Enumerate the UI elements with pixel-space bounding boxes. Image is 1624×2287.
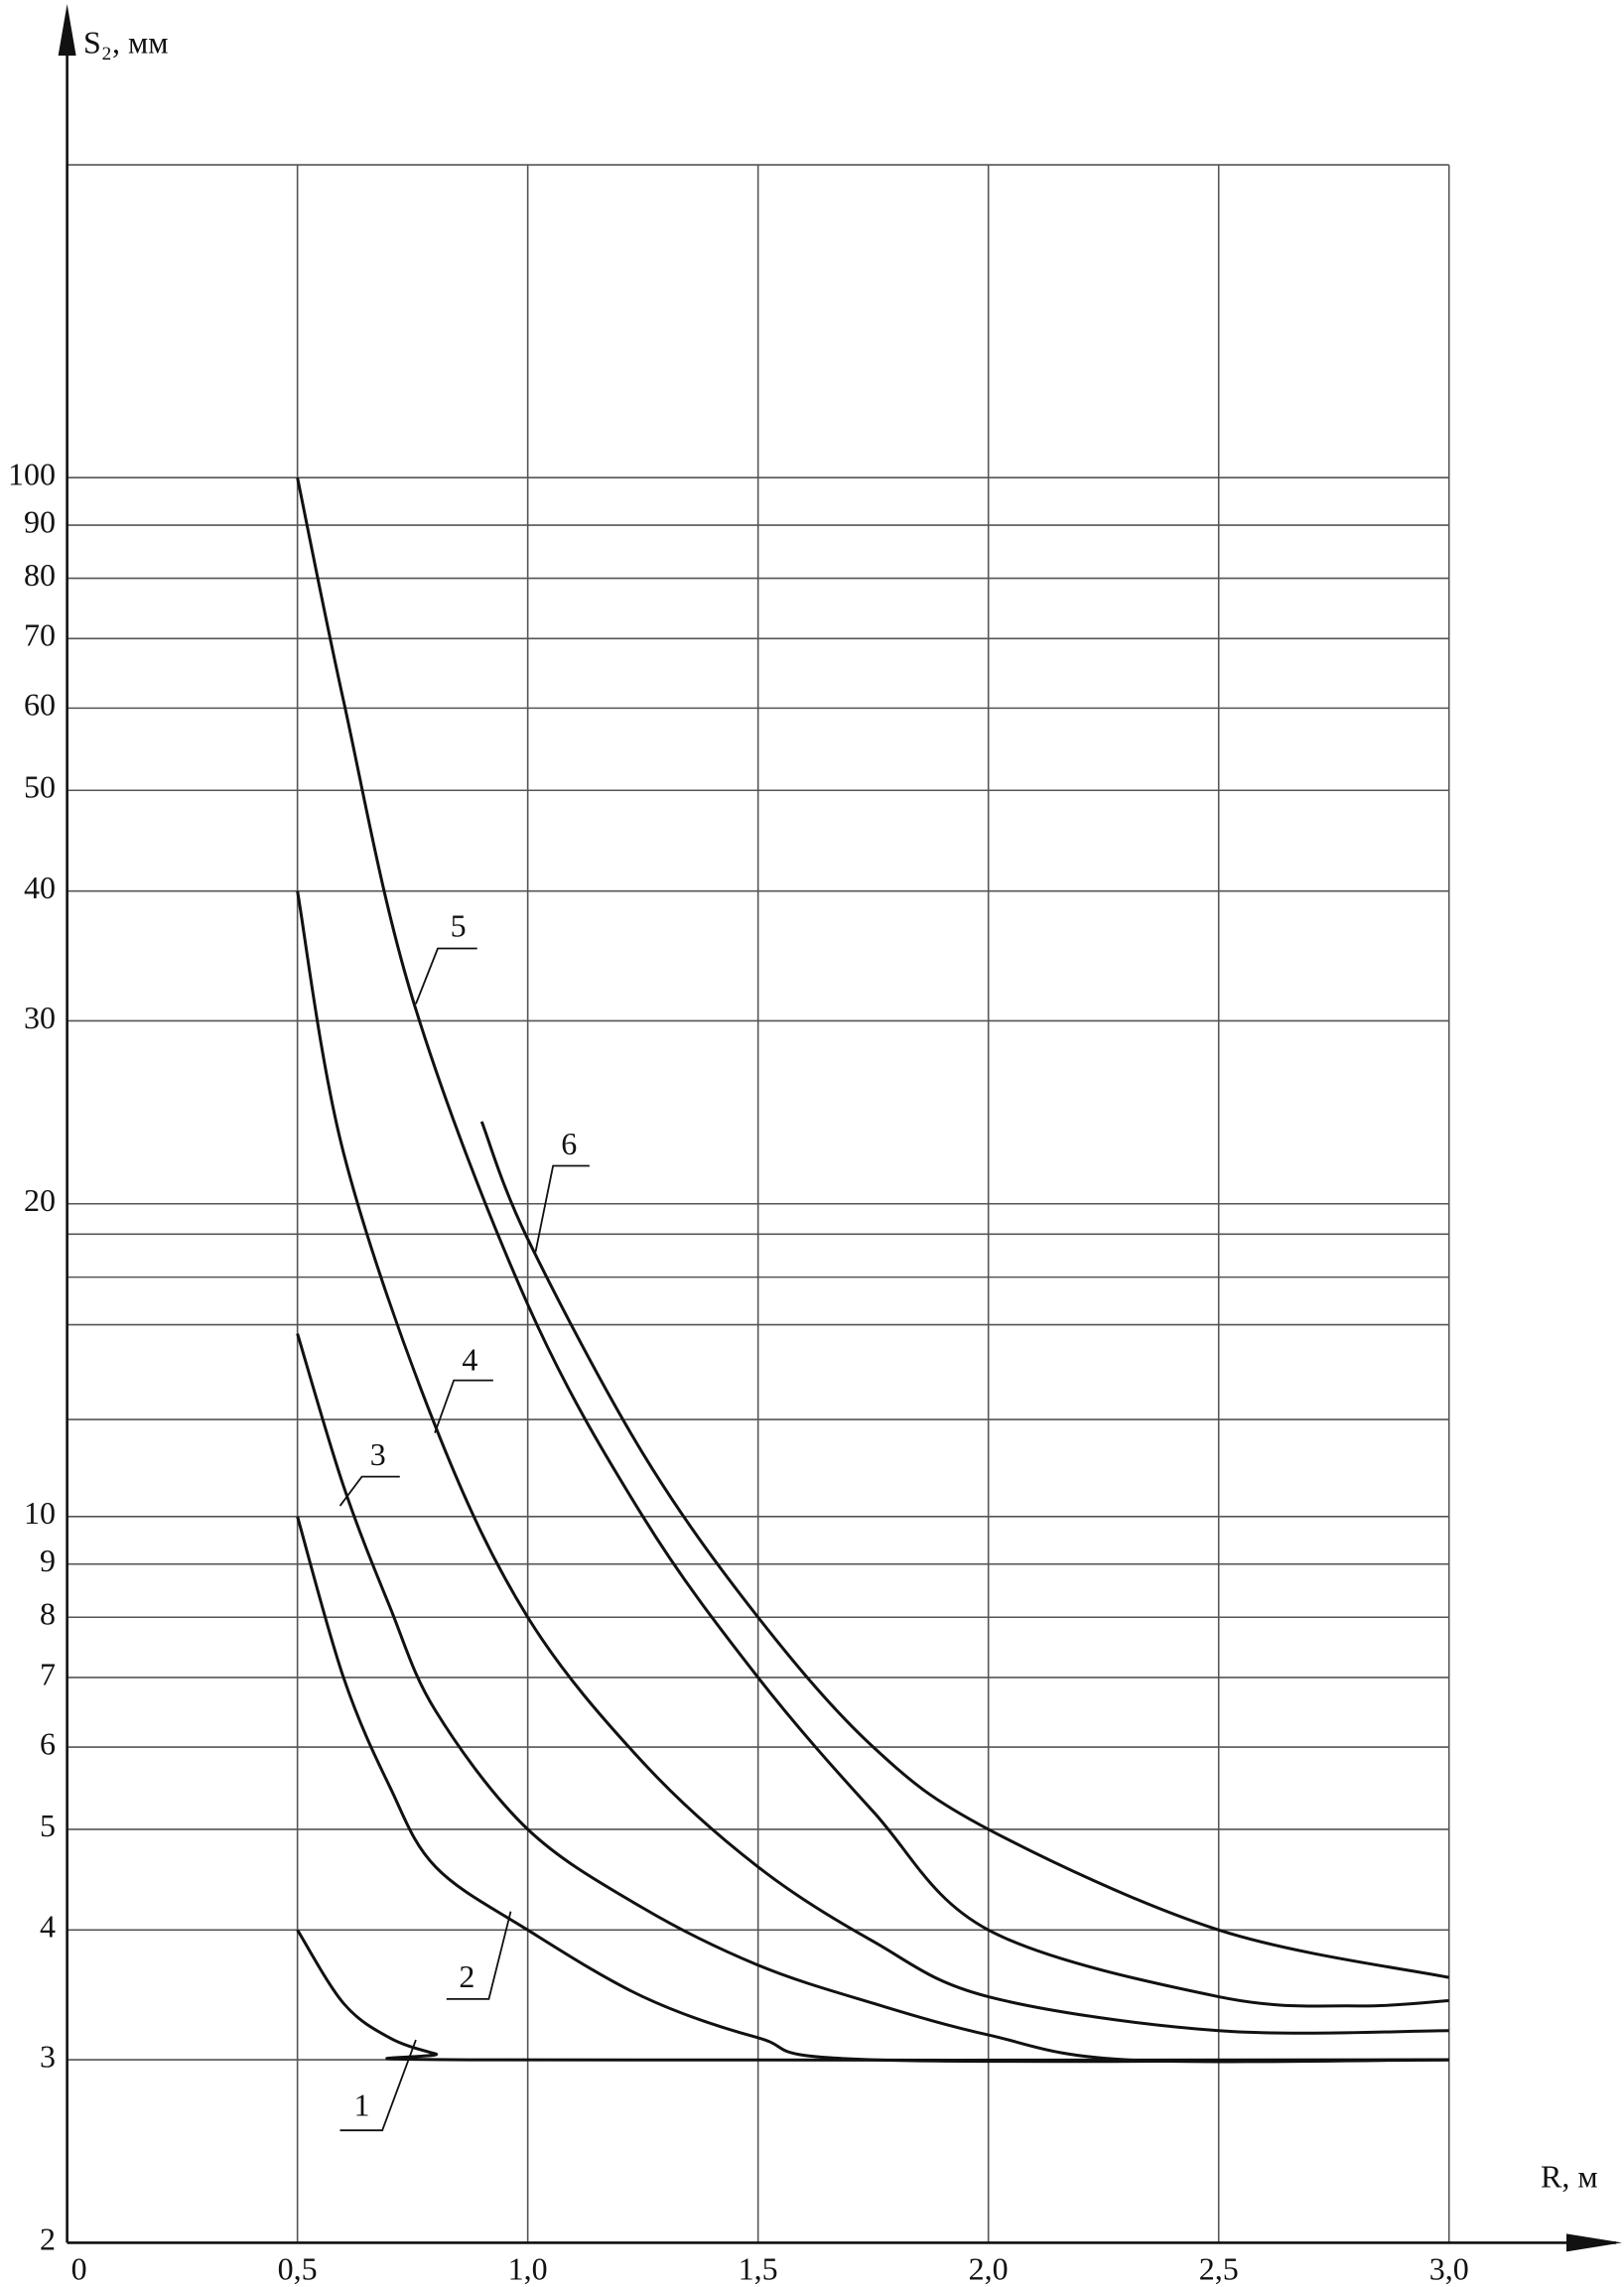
y-tick-label: 10 xyxy=(24,1495,56,1531)
label-leader xyxy=(534,1164,590,1253)
y-axis-arrow xyxy=(58,4,76,56)
label-leader xyxy=(339,2039,417,2132)
y-tick-label: 5 xyxy=(40,1808,56,1843)
y-tick-label: 80 xyxy=(24,557,56,593)
x-tick-label: 3,0 xyxy=(1429,2251,1469,2287)
label-leader xyxy=(415,947,477,1005)
label-leader xyxy=(434,1379,493,1433)
y-tick-label: 40 xyxy=(24,870,56,905)
curve xyxy=(296,890,1449,2035)
y-tick-label: 60 xyxy=(24,687,56,723)
curve xyxy=(296,1516,1449,2064)
curve xyxy=(296,1333,1449,2064)
y-tick-label: 8 xyxy=(40,1596,56,1632)
curve-label: 5 xyxy=(451,908,467,944)
y-tick-label: 30 xyxy=(24,1000,56,1035)
x-tick-label: 2,5 xyxy=(1199,2251,1239,2287)
y-tick-label: 7 xyxy=(40,1656,56,1691)
x-tick-label: 1,5 xyxy=(739,2251,778,2287)
y-axis-label: S₂, мм xyxy=(83,24,168,60)
curve-label: 1 xyxy=(354,2086,370,2122)
label-leader xyxy=(338,1475,400,1507)
x-axis-label: R, м xyxy=(1541,2158,1598,2194)
curve-label: 4 xyxy=(462,1341,477,1377)
curve xyxy=(296,476,1449,2008)
x-tick-label: 0,5 xyxy=(278,2251,318,2287)
y-tick-label: 2 xyxy=(40,2221,56,2257)
curve-label: 6 xyxy=(561,1126,577,1161)
x-tick-label: 0 xyxy=(71,2251,87,2287)
x-axis-arrow xyxy=(1566,2233,1622,2252)
y-tick-label: 6 xyxy=(40,1725,56,1761)
x-tick-label: 1,0 xyxy=(508,2251,548,2287)
y-tick-label: 3 xyxy=(40,2038,56,2074)
y-tick-label: 90 xyxy=(24,503,56,539)
y-tick-label: 50 xyxy=(24,769,56,805)
y-tick-label: 100 xyxy=(8,457,56,492)
label-leader xyxy=(446,1911,512,2000)
curve-label: 3 xyxy=(370,1436,386,1472)
curve xyxy=(479,1121,1450,1979)
y-tick-label: 9 xyxy=(40,1543,56,1578)
curve xyxy=(296,1929,1449,2063)
curve-label: 2 xyxy=(459,1958,474,1994)
x-tick-label: 2,0 xyxy=(969,2251,1009,2287)
y-tick-label: 4 xyxy=(40,1909,56,1945)
y-tick-label: 20 xyxy=(24,1182,56,1218)
y-tick-label: 70 xyxy=(24,617,56,653)
